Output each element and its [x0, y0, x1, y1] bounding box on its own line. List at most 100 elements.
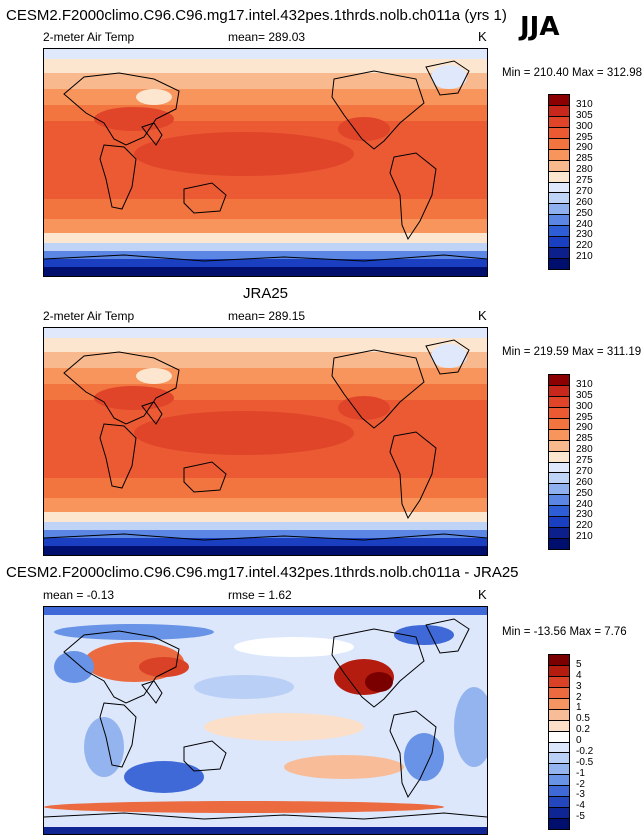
- colorbar-box: [549, 742, 569, 754]
- colorbar-tick-label: 220: [576, 240, 593, 252]
- colorbar-tick-label: 285: [576, 433, 593, 445]
- anomaly-region: [124, 761, 204, 793]
- coastline: [63, 351, 180, 425]
- colorbar-box: [549, 462, 569, 474]
- colorbar-box: [549, 429, 569, 441]
- colorbar-tick-label: 310: [576, 378, 593, 390]
- temperature-band: [44, 233, 487, 243]
- temperature-band: [44, 512, 487, 522]
- colorbar-box: [549, 171, 569, 183]
- season-label: JJA: [520, 12, 560, 42]
- coastline: [141, 680, 163, 704]
- colorbar-tick-label: 285: [576, 153, 593, 165]
- colorbar-box: [549, 182, 569, 194]
- colorbar-box: [549, 226, 569, 238]
- colorbar-tick-label: 305: [576, 109, 593, 121]
- colorbar-box: [549, 808, 569, 820]
- coastline: [331, 628, 425, 708]
- colorbar-tick-label: 295: [576, 411, 593, 423]
- coastline: [44, 254, 487, 262]
- colorbar-tick-label: 230: [576, 229, 593, 241]
- temperature-band: [44, 478, 487, 498]
- colorbar-box: [549, 517, 569, 529]
- temperature-band: [44, 530, 487, 538]
- panel1-map: [43, 48, 488, 277]
- temperature-band: [44, 522, 487, 530]
- colorbar-tick-label: 295: [576, 131, 593, 143]
- coastline: [425, 618, 470, 654]
- colorbar-tick-label: -4: [576, 800, 585, 812]
- anomaly-region: [54, 651, 94, 683]
- coastline: [183, 461, 227, 493]
- warm-pool: [134, 411, 354, 455]
- anomaly-region: [139, 657, 189, 677]
- colorbar-tick-label: 280: [576, 164, 593, 176]
- coastline: [425, 339, 470, 375]
- colorbar-box: [549, 539, 569, 549]
- colorbar-box: [549, 385, 569, 397]
- panel2-map: [43, 327, 488, 556]
- colorbar-tick-label: -1: [576, 767, 585, 779]
- warm-region: [338, 396, 390, 420]
- temperature-band: [44, 59, 487, 73]
- colorbar-box: [549, 687, 569, 699]
- temperature-band: [44, 49, 487, 59]
- colorbar-tick-label: 310: [576, 98, 593, 110]
- panel2-minmax: Min = 219.59 Max = 311.19: [502, 346, 642, 358]
- coastline: [331, 349, 425, 429]
- cold-region: [431, 65, 467, 89]
- temperature-band: [44, 219, 487, 233]
- anomaly-region: [404, 733, 444, 781]
- colorbar-tick-label: 1: [576, 702, 582, 714]
- panel2-units: K: [478, 308, 487, 323]
- colorbar-box: [549, 665, 569, 677]
- coastline: [99, 702, 137, 768]
- coastline: [63, 630, 180, 704]
- colorbar-tick-label: 290: [576, 422, 593, 434]
- colorbar-box: [549, 215, 569, 227]
- warm-region: [94, 386, 174, 410]
- colorbar-box: [549, 775, 569, 787]
- colorbar-tick-label: 240: [576, 218, 593, 230]
- colorbar-tick-label: 300: [576, 400, 593, 412]
- coastline: [389, 710, 437, 799]
- temperature-band: [44, 251, 487, 259]
- panel3-map-field: [44, 607, 487, 834]
- colorbar-box: [549, 495, 569, 507]
- panel2-mean: mean= 289.15: [228, 309, 306, 323]
- warm-pool: [134, 132, 354, 176]
- colorbar-box: [549, 764, 569, 776]
- temperature-band: [44, 73, 487, 89]
- colorbar-tick-label: -3: [576, 789, 585, 801]
- temperature-band: [44, 259, 487, 267]
- panel2-variable: 2-meter Air Temp: [43, 309, 135, 323]
- colorbar-box: [549, 786, 569, 798]
- warm-region: [94, 107, 174, 131]
- colorbar-tick-label: 250: [576, 207, 593, 219]
- colorbar-box: [549, 440, 569, 452]
- colorbar-tick-label: 4: [576, 669, 582, 681]
- coastline: [389, 431, 437, 520]
- panel2-colorbar: [548, 374, 570, 550]
- colorbar-tick-label: -0.5: [576, 756, 594, 768]
- colorbar-tick-label: -0.2: [576, 745, 594, 757]
- temperature-band: [44, 338, 487, 352]
- colorbar-box: [549, 138, 569, 150]
- colorbar-tick-label: 210: [576, 251, 593, 263]
- temperature-band: [44, 328, 487, 338]
- colorbar-box: [549, 797, 569, 809]
- coastline: [44, 533, 487, 541]
- cold-region: [136, 89, 172, 105]
- anomaly-region: [284, 755, 404, 779]
- colorbar-box: [549, 753, 569, 765]
- temperature-band: [44, 538, 487, 546]
- panel3-colorbar-labels: 5 4 3 2 1 0.5 0.2 0 -0.2 -0.5 -1 -2 -3 -4 -5: [576, 654, 616, 828]
- colorbar-box: [549, 418, 569, 430]
- colorbar-box: [549, 127, 569, 139]
- coastline: [389, 152, 437, 241]
- anomaly-region: [204, 713, 364, 741]
- colorbar-box: [549, 698, 569, 710]
- anomaly-region: [234, 637, 354, 657]
- temperature-band: [44, 352, 487, 368]
- colorbar-tick-label: 5: [576, 658, 582, 670]
